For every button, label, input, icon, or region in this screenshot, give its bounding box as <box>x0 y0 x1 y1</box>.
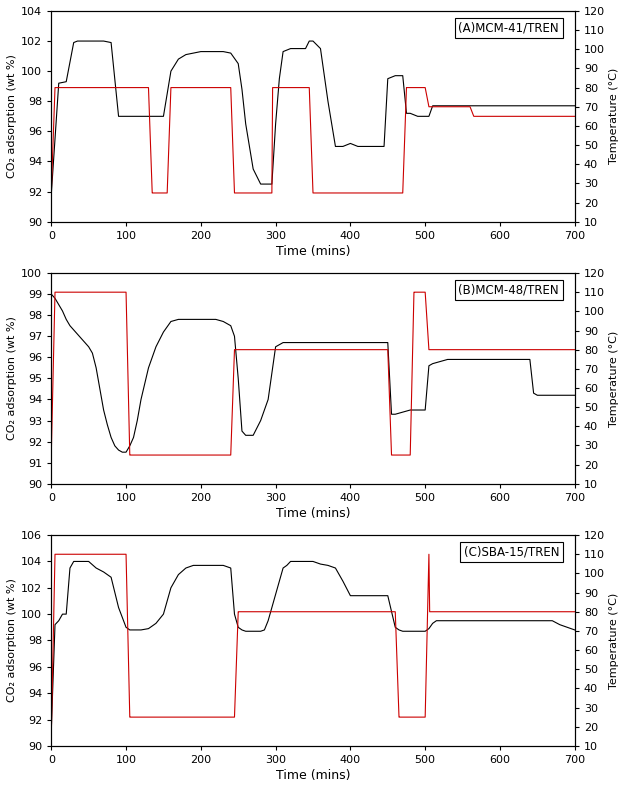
Text: (C)SBA-15/TREN: (C)SBA-15/TREN <box>463 546 559 559</box>
Y-axis label: CO₂ adsorption (wt %): CO₂ adsorption (wt %) <box>7 316 17 440</box>
Text: (B)MCM-48/TREN: (B)MCM-48/TREN <box>458 283 559 297</box>
Y-axis label: CO₂ adsorption (wt %): CO₂ adsorption (wt %) <box>7 578 17 702</box>
X-axis label: Time (mins): Time (mins) <box>275 769 351 782</box>
Y-axis label: Temperature (°C): Temperature (°C) <box>609 68 619 164</box>
Text: (A)MCM-41/TREN: (A)MCM-41/TREN <box>458 21 559 35</box>
Y-axis label: Temperature (°C): Temperature (°C) <box>609 331 619 427</box>
X-axis label: Time (mins): Time (mins) <box>275 245 351 258</box>
Y-axis label: CO₂ adsorption (wt %): CO₂ adsorption (wt %) <box>7 54 17 178</box>
X-axis label: Time (mins): Time (mins) <box>275 507 351 520</box>
Y-axis label: Temperature (°C): Temperature (°C) <box>609 593 619 689</box>
